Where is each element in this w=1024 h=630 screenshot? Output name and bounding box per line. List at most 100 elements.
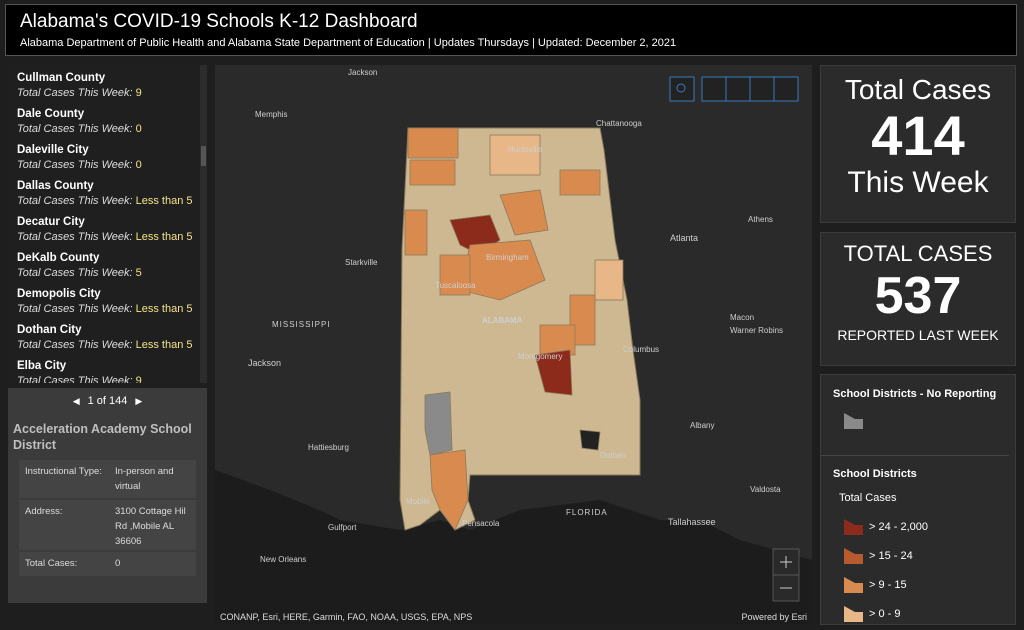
svg-text:Starkville: Starkville	[345, 258, 378, 267]
pager: ◀ 1 of 144 ▶	[8, 395, 207, 407]
list-item[interactable]: Dothan City Total Cases This Week: Less t…	[8, 317, 201, 354]
svg-text:ALABAMA: ALABAMA	[482, 316, 523, 325]
divider	[821, 455, 1009, 456]
cases-value: Less than 5	[135, 231, 193, 243]
cases-line: Total Cases This Week: 9	[17, 87, 142, 99]
box-value: 414	[871, 104, 965, 167]
cases-value: Less than 5	[135, 303, 193, 315]
map-canvas[interactable]: Jackson Memphis Chattanooga Huntsville A…	[215, 65, 812, 625]
field-value: In-person and virtual	[115, 466, 174, 492]
cases-line: Total Cases This Week: 0	[17, 123, 142, 135]
legend-label: > 0 - 9	[869, 608, 901, 620]
map-tools	[669, 76, 800, 602]
page-count: 1 of 144	[87, 395, 128, 407]
popup-title: Acceleration Academy School District	[13, 422, 192, 452]
list-item[interactable]: DeKalb County Total Cases This Week: 5	[8, 245, 201, 282]
home-button[interactable]	[701, 76, 727, 102]
cases-label: Total Cases This Week:	[17, 195, 133, 207]
district-name: Decatur City	[17, 216, 85, 228]
svg-text:Hattiesburg: Hattiesburg	[308, 443, 349, 452]
map-labels: Jackson Memphis Chattanooga Huntsville A…	[248, 68, 783, 564]
svg-text:Columbus: Columbus	[623, 345, 659, 354]
water	[215, 470, 812, 625]
districts	[404, 127, 624, 531]
list-item[interactable]: Dale County Total Cases This Week: 0	[8, 101, 201, 138]
field-value: 3100 Cottage Hil Rd ,Mobile AL 36606	[115, 506, 186, 547]
district-name: Daleville City	[17, 144, 89, 156]
icon	[676, 83, 686, 93]
box-bottom: This Week	[847, 166, 989, 199]
cases-label: Total Cases This Week:	[17, 375, 133, 383]
svg-text:Tallahassee: Tallahassee	[668, 517, 716, 527]
cases-line: Total Cases This Week: 5	[17, 267, 142, 279]
map[interactable]: Jackson Memphis Chattanooga Huntsville A…	[215, 65, 812, 625]
list-item[interactable]: Daleville City Total Cases This Week: 0	[8, 137, 201, 174]
legend-label: > 24 - 2,000	[869, 521, 929, 533]
popup: ◀ 1 of 144 ▶ Acceleration Academy School D…	[8, 388, 207, 603]
swatch-shape	[844, 548, 863, 564]
scrollbar[interactable]	[200, 65, 207, 383]
cases-line: Total Cases This Week: 0	[17, 159, 142, 171]
swatch-shape	[844, 577, 863, 593]
cases-value: Less than 5	[135, 195, 193, 207]
field-key: Total Cases:	[25, 558, 78, 569]
next[interactable]: ▶	[135, 396, 143, 406]
search-button[interactable]	[669, 76, 695, 102]
list-item[interactable]: Cullman County Total Cases This Week: 9	[8, 65, 201, 102]
svg-text:MISSISSIPPI: MISSISSIPPI	[272, 320, 331, 329]
legend-field: Total Cases	[839, 492, 897, 504]
svg-text:Macon: Macon	[730, 313, 754, 322]
list-item[interactable]: Decatur City Total Cases This Week: Less …	[8, 209, 201, 246]
svg-text:Jackson: Jackson	[248, 358, 281, 368]
this-week-box: Total Cases 414 This Week	[820, 65, 1016, 223]
basemap-button[interactable]	[773, 76, 799, 102]
prev[interactable]: ◀	[72, 396, 80, 406]
field-key: Instructional Type:	[25, 466, 102, 477]
cases-line: Total Cases This Week: Less than 5	[17, 303, 193, 315]
svg-text:Mobile: Mobile	[406, 497, 430, 506]
district-name: Cullman County	[17, 72, 106, 84]
swatch-shape	[844, 606, 863, 622]
cases-line: Total Cases This Week: Less than 5	[17, 231, 193, 243]
cases-label: Total Cases This Week:	[17, 303, 133, 315]
list-item[interactable]: Dallas County Total Cases This Week: Less…	[8, 173, 201, 210]
legend-heading: School Districts - No Reporting	[833, 388, 997, 400]
legend: School Districts - No Reporting School D…	[820, 374, 1016, 625]
legend-label: > 15 - 24	[869, 550, 913, 562]
no-reporting-swatch	[844, 413, 863, 429]
legend-button[interactable]	[725, 76, 751, 102]
subtitle: Alabama Department of Public Health and …	[20, 37, 677, 49]
legend-swatch	[844, 519, 863, 535]
cases-value: Less than 5	[135, 339, 193, 351]
svg-text:FLORIDA: FLORIDA	[566, 508, 608, 517]
box-top: Total Cases	[844, 74, 992, 105]
cases-label: Total Cases This Week:	[17, 231, 133, 243]
svg-text:Birmingham: Birmingham	[486, 253, 529, 262]
legend-label: > 9 - 15	[869, 579, 907, 591]
scroll-thumb[interactable]	[201, 146, 206, 166]
list-item[interactable]: Elba City Total Cases This Week: 9	[8, 353, 201, 383]
district-list: Cullman County Total Cases This Week: 9 Da…	[8, 65, 207, 383]
legend-swatch	[844, 606, 863, 622]
cases-label: Total Cases This Week:	[17, 123, 133, 135]
cases-value: 9	[135, 87, 142, 99]
zoom-icons	[780, 556, 792, 589]
box-value: 537	[874, 267, 962, 325]
svg-text:Dothan: Dothan	[600, 451, 626, 460]
legend-swatch	[844, 548, 863, 564]
list-item[interactable]: Demopolis City Total Cases This Week: Les…	[8, 281, 201, 318]
svg-text:Albany: Albany	[690, 421, 714, 430]
cases-line: Total Cases This Week: Less than 5	[17, 339, 193, 351]
legend-heading: School Districts	[833, 468, 917, 480]
swatch-shape	[844, 519, 863, 535]
svg-text:Huntsville: Huntsville	[508, 145, 543, 154]
svg-text:Atlanta: Atlanta	[670, 233, 698, 243]
svg-text:Athens: Athens	[748, 215, 773, 224]
field-row: Address: 3100 Cottage Hil Rd ,Mobile AL 3…	[19, 500, 196, 550]
svg-text:Jackson: Jackson	[348, 68, 377, 77]
layers-button[interactable]	[749, 76, 775, 102]
svg-text:Chattanooga: Chattanooga	[596, 119, 642, 128]
powered-by: Powered by Esri	[741, 612, 807, 622]
cases-value: 9	[135, 375, 142, 383]
